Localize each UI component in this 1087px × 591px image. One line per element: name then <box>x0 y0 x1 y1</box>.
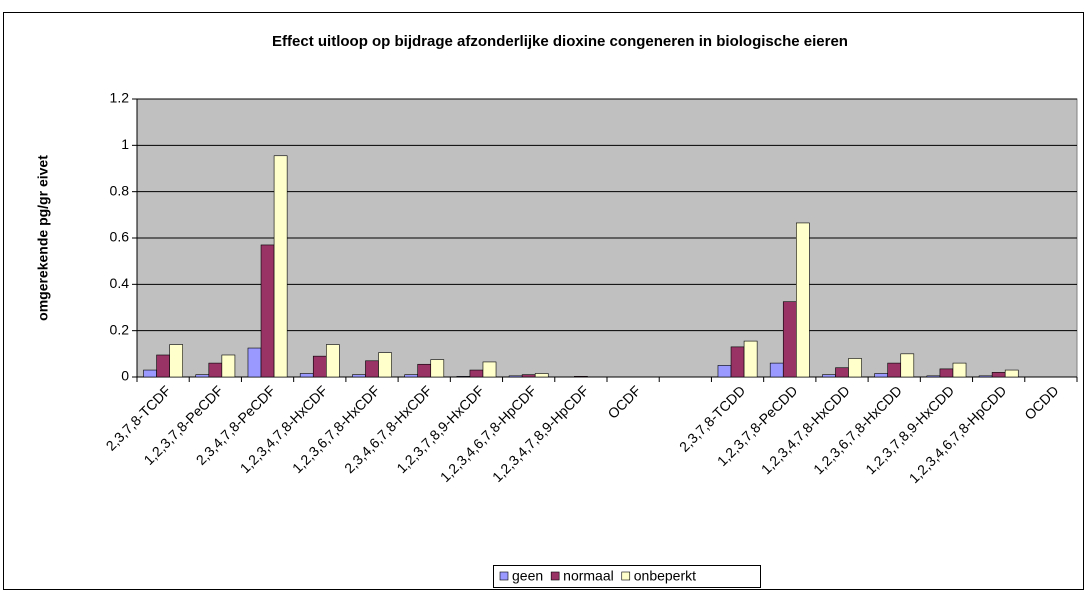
bar <box>574 376 588 378</box>
bar <box>456 376 471 378</box>
y-axis-label: omgerekende pg/gr eivet <box>35 155 51 321</box>
y-tick-label: 0.6 <box>110 229 130 245</box>
bar <box>874 373 888 378</box>
bar <box>1004 369 1019 378</box>
bar <box>208 362 223 378</box>
bar <box>926 375 941 378</box>
bar <box>717 365 732 378</box>
y-tick-label: 1.2 <box>110 90 130 106</box>
bar <box>156 354 170 378</box>
bar <box>221 354 236 378</box>
y-tick-label: 1 <box>121 136 129 152</box>
bar <box>796 222 810 378</box>
bar <box>195 374 210 378</box>
bar <box>260 244 275 378</box>
bar <box>887 362 902 378</box>
legend-swatch <box>621 571 631 581</box>
y-tick-label: 0 <box>121 368 129 384</box>
bar <box>939 368 954 378</box>
y-tick-label: 0.8 <box>110 182 130 198</box>
bar <box>299 373 314 378</box>
bar <box>365 360 379 378</box>
bar <box>417 363 432 378</box>
legend-label: normaal <box>563 568 614 584</box>
bar <box>952 362 967 378</box>
bar <box>835 367 849 378</box>
y-tick-label: 0.4 <box>110 275 130 291</box>
bar <box>247 347 262 378</box>
bar <box>900 353 915 378</box>
bar <box>848 358 862 378</box>
bar <box>378 352 392 378</box>
bar <box>469 369 484 378</box>
bar <box>404 374 418 378</box>
bar <box>743 340 758 378</box>
bar <box>769 362 784 378</box>
bar <box>534 373 549 378</box>
bar <box>143 369 157 378</box>
bar <box>521 374 536 378</box>
legend-swatch <box>499 571 509 581</box>
bar <box>312 355 327 378</box>
bar <box>822 374 836 378</box>
bar <box>782 301 797 378</box>
bar <box>352 374 366 378</box>
bar <box>169 344 183 378</box>
legend-swatch <box>550 571 560 581</box>
legend-label: geen <box>512 568 543 584</box>
bar <box>730 346 745 378</box>
bar <box>430 359 445 378</box>
bar <box>991 372 1006 378</box>
bar <box>273 155 288 378</box>
bar <box>326 344 340 378</box>
bar <box>482 361 497 378</box>
y-tick-label: 0.2 <box>110 321 130 337</box>
chart-title: Effect uitloop op bijdrage afzonderlijke… <box>272 33 848 50</box>
legend-label: onbeperkt <box>634 568 696 584</box>
bar <box>978 375 993 378</box>
bar <box>508 375 523 378</box>
